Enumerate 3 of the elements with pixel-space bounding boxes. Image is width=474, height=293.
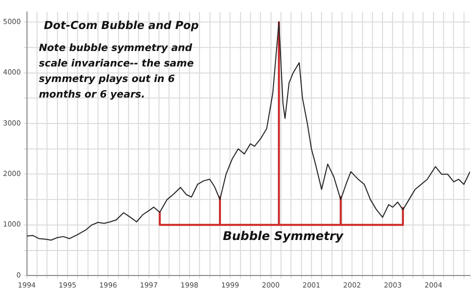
text: Dot-Com Bubble and Pop: [44, 19, 199, 32]
annotation: Bubble Symmetry: [222, 229, 344, 243]
annotation: Note bubble symmetry and scale invariance-- the same symmetry plays out in 6 months or 6 years.: [38, 43, 194, 100]
